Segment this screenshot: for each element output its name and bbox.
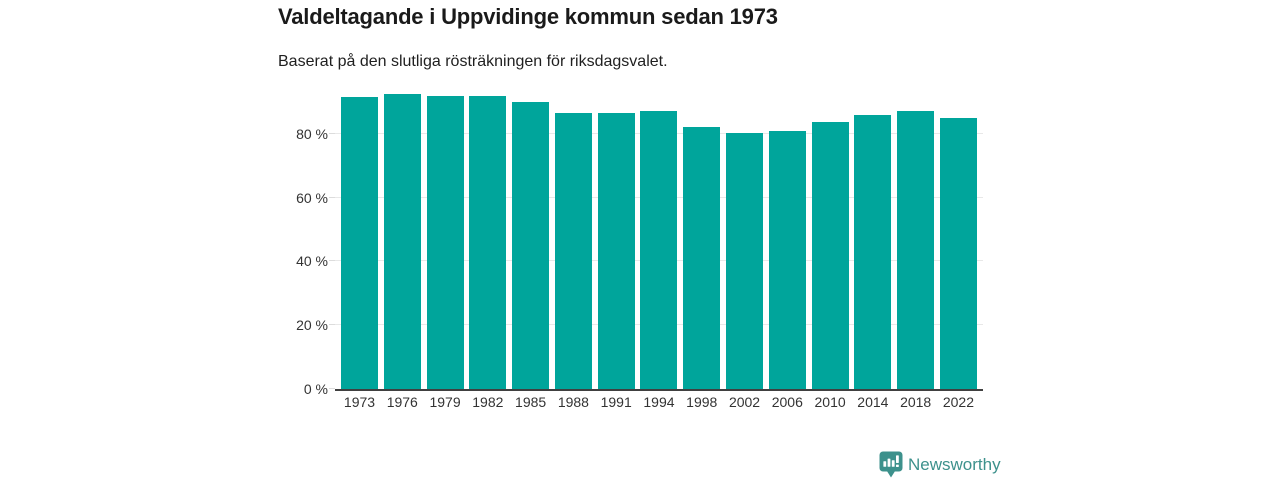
x-axis-label-1994: 1994 xyxy=(643,394,675,410)
y-axis-tick xyxy=(329,260,335,262)
x-axis-label-1982: 1982 xyxy=(472,394,504,410)
y-axis-tick xyxy=(329,388,335,389)
x-axis-label-2018: 2018 xyxy=(900,394,932,410)
x-axis-label-1976: 1976 xyxy=(386,394,418,410)
bar-2002 xyxy=(726,133,764,389)
x-axis-label-1979: 1979 xyxy=(429,394,461,410)
bar-1988 xyxy=(554,113,592,389)
x-axis-line xyxy=(335,389,983,391)
bar-1976 xyxy=(383,93,421,389)
y-axis-tick xyxy=(329,324,335,326)
y-axis-label: 60 % xyxy=(296,189,328,206)
chart-subtitle: Baserat på den slutliga rösträkningen fö… xyxy=(278,53,668,70)
y-axis-tick xyxy=(329,196,335,198)
x-axis-label-1998: 1998 xyxy=(686,394,718,410)
x-axis-label-1991: 1991 xyxy=(600,394,632,410)
x-axis-label-2010: 2010 xyxy=(814,394,846,410)
x-axis-label-2014: 2014 xyxy=(857,394,889,410)
chart-title: Valdeltagande i Uppvidinge kommun sedan … xyxy=(278,4,778,29)
bars-group xyxy=(335,70,983,389)
bar-1994 xyxy=(640,110,678,389)
bar-2014 xyxy=(854,114,892,389)
newsworthy-wordmark: Newsworthy xyxy=(908,455,1001,474)
y-axis-label: 80 % xyxy=(296,125,328,142)
x-axis-labels: 1973 1976 1979 1982 1985 1988 1991 1994 1998 2002… xyxy=(335,394,983,411)
y-axis-labels: 0 % 20 % 40 % 60 % 80 % xyxy=(250,70,328,397)
x-axis-label-2002: 2002 xyxy=(728,394,761,410)
bar-2018 xyxy=(897,111,935,389)
y-axis-label: 20 % xyxy=(296,317,328,334)
x-axis-label-2022: 2022 xyxy=(942,394,975,410)
newsworthy-logo[interactable]: Newsworthy xyxy=(879,451,1001,478)
x-axis-label-1985: 1985 xyxy=(515,394,547,410)
bar-1991 xyxy=(597,113,635,389)
bar-1973 xyxy=(341,97,378,389)
x-axis-label-1973: 1973 xyxy=(343,394,376,410)
bar-2006 xyxy=(768,130,806,389)
x-axis-label-1988: 1988 xyxy=(557,394,589,410)
y-axis-tick xyxy=(329,132,335,134)
bar-1985 xyxy=(512,101,550,389)
bar-1998 xyxy=(683,127,721,389)
x-axis-label-2006: 2006 xyxy=(771,394,803,410)
bar-1979 xyxy=(426,95,464,389)
bar-2022 xyxy=(939,118,977,389)
plot-area xyxy=(329,70,983,391)
y-axis-label: 40 % xyxy=(296,253,328,270)
newsworthy-icon xyxy=(879,451,903,478)
bar-2010 xyxy=(811,122,849,389)
bar-1982 xyxy=(469,95,507,389)
y-axis-label: 0 % xyxy=(303,381,328,397)
